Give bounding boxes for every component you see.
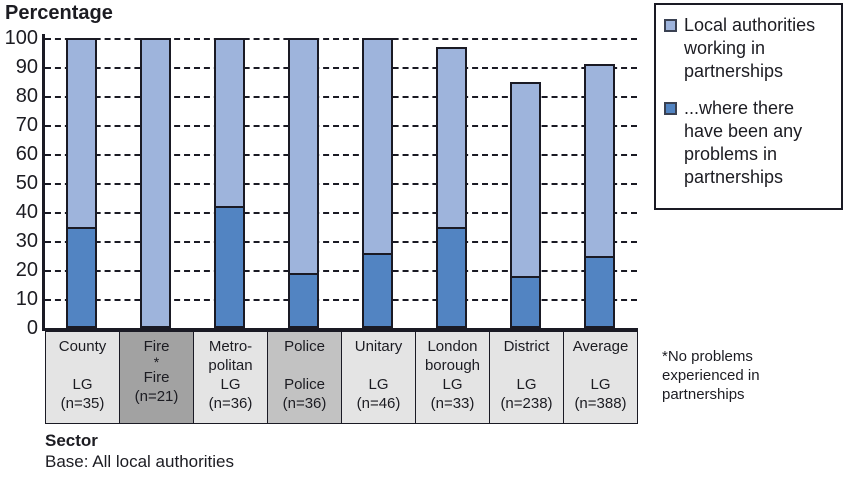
sector-cell-line	[46, 356, 119, 375]
sector-cell-line: (n=33)	[430, 395, 475, 412]
y-tick-label-20: 20	[15, 259, 38, 281]
sector-cell-line: (n=388)	[574, 395, 627, 412]
y-tick-label-0: 0	[26, 317, 38, 339]
sector-cell-metro: Metro-politan LG (n=36)	[194, 332, 268, 423]
bar-problems-average-lg-n-388	[584, 255, 615, 328]
sector-cell-unitary: Unitary LG (n=46)	[342, 332, 416, 423]
bar-problems-metropolitan-lg-n-36	[214, 206, 245, 328]
plot-area	[45, 38, 637, 328]
sector-cell-line: (n=46)	[356, 395, 401, 412]
sector-cell-line: Metro-	[208, 338, 253, 355]
gridline-80	[45, 96, 637, 98]
bar-problems-county-lg-n-35	[66, 226, 97, 328]
bar-problems-unitary-lg-n-46	[362, 252, 393, 328]
legend-box: Local authorities working in partnership…	[654, 3, 843, 210]
gridline-70	[45, 125, 637, 127]
sector-cell-line: District	[503, 338, 550, 355]
y-tick-label-50: 50	[15, 172, 38, 194]
sector-cell-line: LG	[220, 376, 241, 393]
sector-cell-line: Unitary	[354, 338, 403, 355]
sector-cell-line: Average	[572, 338, 629, 355]
x-axis-line	[42, 328, 638, 331]
gridline-30	[45, 241, 637, 243]
sector-cell-line: LG	[442, 376, 463, 393]
legend-swatch-light-icon	[664, 19, 677, 32]
sector-cell-county: County LG (n=35)	[46, 332, 120, 423]
y-tick-label-30: 30	[15, 230, 38, 252]
legend-item-working: Local authorities working in partnership…	[664, 14, 835, 83]
sector-cell-police: Police Police (n=36)	[268, 332, 342, 423]
sector-cell-line: County	[58, 338, 107, 355]
sector-cell-line	[342, 356, 415, 375]
sector-cell-line: LG	[590, 376, 611, 393]
x-axis-title: Sector	[45, 431, 98, 450]
bar-problems-police-n-36	[288, 272, 319, 328]
sector-strip: County LG (n=35) Fire * Fire (n=21) Metro-polit…	[45, 331, 638, 424]
legend-label: Local authorities working in partnership…	[684, 15, 816, 81]
sector-cell-line: LG	[368, 376, 389, 393]
y-tick-label-80: 80	[15, 85, 38, 107]
sector-cell-line	[490, 356, 563, 375]
footnote: *No problems experienced in partnerships	[662, 348, 760, 403]
sector-cell-line: *	[153, 354, 160, 370]
gridline-90	[45, 67, 637, 69]
sector-cell-line: (n=36)	[208, 395, 253, 412]
bar-problems-district-lg-n-238	[510, 275, 541, 328]
sector-cell-line: (n=21)	[134, 388, 179, 405]
y-axis: 100 90 80 70 60 50 40 30 20 10 0	[0, 0, 38, 340]
gridline-20	[45, 270, 637, 272]
sector-cell-fire: Fire * Fire (n=21)	[120, 332, 194, 423]
sector-cell-line	[268, 356, 341, 375]
y-tick-label-60: 60	[15, 143, 38, 165]
sector-cell-line: London	[427, 338, 478, 355]
sector-cell-line: Police	[284, 376, 325, 393]
sector-cell-line: (n=238)	[500, 395, 553, 412]
legend-item-problems: ...where there have been any problems in…	[664, 97, 835, 189]
legend-label: ...where there have been any problems in…	[684, 98, 803, 187]
sector-cell-line: Fire	[143, 338, 170, 355]
bar-total-fire-n-21	[140, 38, 171, 328]
gridline-40	[45, 212, 637, 214]
gridline-60	[45, 154, 637, 156]
legend-swatch-dark-icon	[664, 102, 677, 115]
y-tick-label-100: 100	[4, 27, 38, 49]
gridline-100	[45, 38, 637, 40]
sector-cell-line: LG	[72, 376, 93, 393]
sector-cell-line: Police	[284, 338, 325, 355]
sector-cell-line: LG	[516, 376, 537, 393]
sector-cell-line	[564, 356, 637, 375]
sector-cell-line: politan	[208, 357, 253, 374]
sector-cell-average: Average LG (n=388)	[564, 332, 637, 423]
gridline-50	[45, 183, 637, 185]
y-tick-label-40: 40	[15, 201, 38, 223]
sector-cell-london: London borough LG (n=33)	[416, 332, 490, 423]
y-tick-label-10: 10	[15, 288, 38, 310]
gridline-10	[45, 299, 637, 301]
y-axis-title: Percentage	[5, 2, 113, 24]
y-axis-line	[42, 34, 45, 331]
sector-cell-district: District LG (n=238)	[490, 332, 564, 423]
sector-cell-line: borough	[424, 357, 481, 374]
base-note: Base: All local authorities	[45, 452, 234, 471]
y-tick-label-90: 90	[15, 56, 38, 78]
sector-cell-line: (n=36)	[282, 395, 327, 412]
y-tick-label-70: 70	[15, 114, 38, 136]
sector-cell-line: (n=35)	[60, 395, 105, 412]
bar-problems-london-borough-lg-n-33	[436, 226, 467, 328]
sector-cell-line: Fire	[143, 369, 170, 386]
